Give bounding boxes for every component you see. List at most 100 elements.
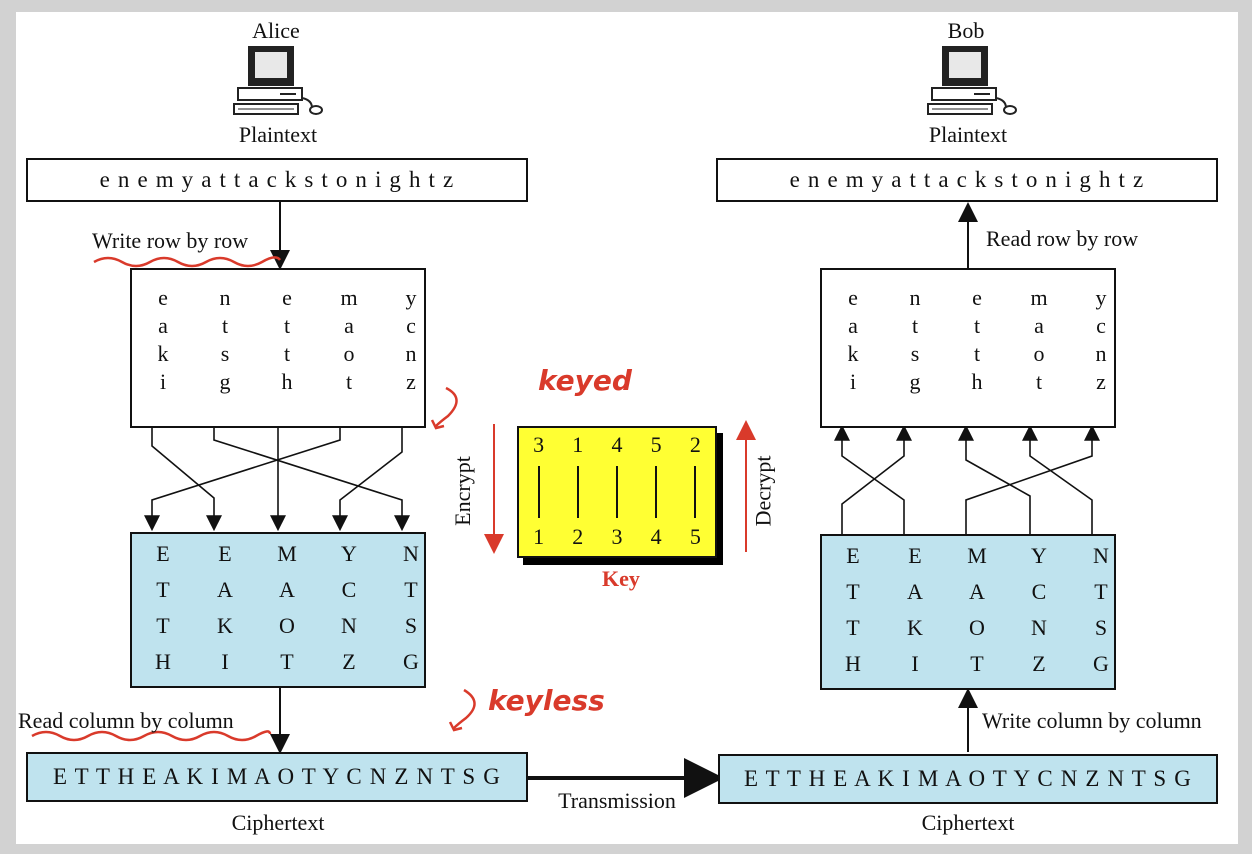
key-bar [537, 466, 540, 518]
alice-write-label: Write row by row [92, 228, 249, 253]
grid-cell: n [405, 341, 417, 366]
grid-cell: h [971, 369, 983, 394]
grid-cell: Y [1031, 543, 1047, 568]
key-digit: 3 [533, 432, 545, 457]
grid-cell: t [221, 313, 229, 338]
grid-cell: n [1095, 341, 1107, 366]
bob-write-label: Write column by column [982, 708, 1202, 733]
grid-cell: e [158, 285, 168, 310]
key-label: Key [602, 566, 640, 591]
bob-read-label: Read row by row [986, 226, 1139, 251]
alice-name: Alice [252, 18, 300, 43]
grid-cell: o [1033, 341, 1045, 366]
decrypt-label: Decrypt [750, 455, 776, 527]
grid-cell: t [283, 341, 291, 366]
grid-cell: n [909, 285, 921, 310]
grid-cell: I [911, 651, 919, 676]
squiggle-read-column [31, 730, 272, 742]
key-bottom-row: 1 2 3 4 5 [519, 524, 715, 550]
grid-cell: I [221, 649, 229, 674]
key-bars [519, 466, 715, 518]
grid-cell: t [911, 313, 919, 338]
bob-name: Bob [947, 18, 985, 43]
grid-cell: A [279, 577, 295, 602]
grid-cell: O [969, 615, 985, 640]
grid-cell: z [406, 369, 416, 394]
squiggle-write-row [93, 256, 282, 268]
key-digit: 5 [650, 432, 662, 457]
grid-cell: t [1035, 369, 1043, 394]
grid-cell: M [967, 543, 987, 568]
grid-cell: H [845, 651, 861, 676]
keyed-annotation: keyed [538, 364, 632, 397]
grid-cell: G [1093, 651, 1109, 676]
grid-cell: a [158, 313, 168, 338]
alice-permutation-wires [144, 428, 410, 532]
bob-ciphertext-box: E T T H E A K I M A O T Y C N Z N T S G [718, 754, 1218, 804]
grid-cell: G [403, 649, 419, 674]
key-digit: 4 [650, 524, 662, 549]
grid-cell: z [1096, 369, 1106, 394]
curl-keyless [453, 688, 476, 729]
grid-cell: E [156, 541, 170, 566]
grid-cell: c [406, 313, 416, 338]
grid-cell: T [280, 649, 294, 674]
grid-cell: o [343, 341, 355, 366]
key-digit: 2 [689, 432, 701, 457]
key-digit: 5 [689, 524, 701, 549]
grid-cell: m [340, 285, 358, 310]
grid-cell: y [405, 285, 417, 310]
grid-cell: M [277, 541, 297, 566]
grid-cell: E [846, 543, 860, 568]
grid-cell: E [908, 543, 922, 568]
key-digit: 1 [572, 432, 584, 457]
bob-ciphertext-label: Ciphertext [921, 810, 1015, 835]
grid-cell: i [849, 369, 857, 394]
key-digit: 4 [611, 432, 623, 457]
key-bar [655, 466, 658, 518]
grid-cell: Z [1032, 651, 1046, 676]
grid-cell: N [1093, 543, 1109, 568]
grid-cell: e [848, 285, 858, 310]
grid-cell: i [159, 369, 167, 394]
grid-cell: T [156, 613, 170, 638]
alice-plaintext-label: Plaintext [238, 122, 318, 147]
grid-cell: k [157, 341, 169, 366]
alice-computer-icon [233, 46, 323, 115]
grid-cell: T [1094, 579, 1108, 604]
alice-ciphertext-box: E T T H E A K I M A O T Y C N Z N T S G [26, 752, 528, 802]
grid-cell: t [973, 313, 981, 338]
grid-cell: g [909, 369, 921, 394]
grid-cell: S [1094, 615, 1108, 640]
grid-cell: A [969, 579, 985, 604]
bob-computer-icon [927, 46, 1017, 115]
grid-cell: h [281, 369, 293, 394]
grid-cell: a [1034, 313, 1044, 338]
bob-plaintext-label: Plaintext [928, 122, 1008, 147]
key-digit: 2 [572, 524, 584, 549]
grid-cell: A [907, 579, 923, 604]
grid-cell: K [217, 613, 233, 638]
grid-cell: t [973, 341, 981, 366]
encrypt-label: Encrypt [449, 456, 475, 526]
grid-cell: e [972, 285, 982, 310]
grid-cell: A [217, 577, 233, 602]
grid-cell: t [345, 369, 353, 394]
grid-cell: T [846, 615, 860, 640]
grid-cell: T [846, 579, 860, 604]
key-top-row: 3 1 4 5 2 [519, 432, 715, 458]
curl-keyed [435, 386, 458, 427]
bob-plaintext-box: e n e m y a t t a c k s t o n i g h t z [716, 158, 1218, 202]
grid-cell: y [1095, 285, 1107, 310]
key-bar [694, 466, 697, 518]
key-digit: 1 [533, 524, 545, 549]
grid-cell: k [847, 341, 859, 366]
grid-cell: T [156, 577, 170, 602]
bob-permutation-wires [834, 424, 1100, 534]
grid-cell: S [404, 613, 418, 638]
